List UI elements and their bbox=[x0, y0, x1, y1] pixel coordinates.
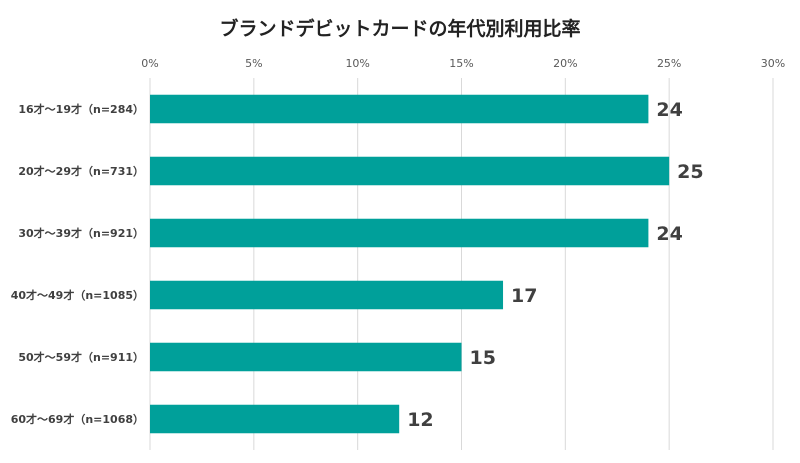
data-label: 12 bbox=[407, 409, 433, 431]
data-label: 24 bbox=[656, 99, 682, 121]
bar bbox=[150, 342, 462, 372]
y-axis: 16才～19才（n=284） 20才～29才（n=731） 30才～39才（n=92… bbox=[11, 102, 144, 426]
category-label: 16才～19才（n=284） bbox=[18, 102, 144, 116]
x-tick-label: 30% bbox=[761, 57, 785, 70]
x-tick-label: 15% bbox=[449, 57, 473, 70]
data-label: 24 bbox=[656, 223, 682, 245]
data-label: 25 bbox=[677, 161, 703, 183]
category-label: 50才～59才（n=911） bbox=[18, 350, 144, 364]
gridlines bbox=[149, 78, 774, 450]
data-label: 15 bbox=[470, 347, 496, 369]
category-label: 40才～49才（n=1085） bbox=[11, 288, 144, 302]
x-tick-label: 5% bbox=[245, 57, 262, 70]
category-label: 60才～69才（n=1068） bbox=[11, 412, 144, 426]
bar bbox=[150, 94, 649, 124]
x-tick-label: 25% bbox=[657, 57, 681, 70]
x-tick-label: 20% bbox=[553, 57, 577, 70]
chart-title: ブランドデビットカードの年代別利用比率 bbox=[219, 18, 581, 40]
bar bbox=[150, 280, 504, 310]
bar bbox=[150, 218, 649, 248]
data-labels: 24 25 24 17 15 12 bbox=[407, 99, 703, 431]
bar bbox=[150, 156, 670, 186]
bars bbox=[150, 94, 670, 434]
category-label: 20才～29才（n=731） bbox=[18, 164, 144, 178]
x-axis: 0% 5% 10% 15% 20% 25% 30% bbox=[141, 57, 785, 70]
bar bbox=[150, 404, 400, 434]
category-label: 30才～39才（n=921） bbox=[18, 226, 144, 240]
x-tick-label: 0% bbox=[141, 57, 158, 70]
data-label: 17 bbox=[511, 285, 537, 307]
x-tick-label: 10% bbox=[345, 57, 369, 70]
